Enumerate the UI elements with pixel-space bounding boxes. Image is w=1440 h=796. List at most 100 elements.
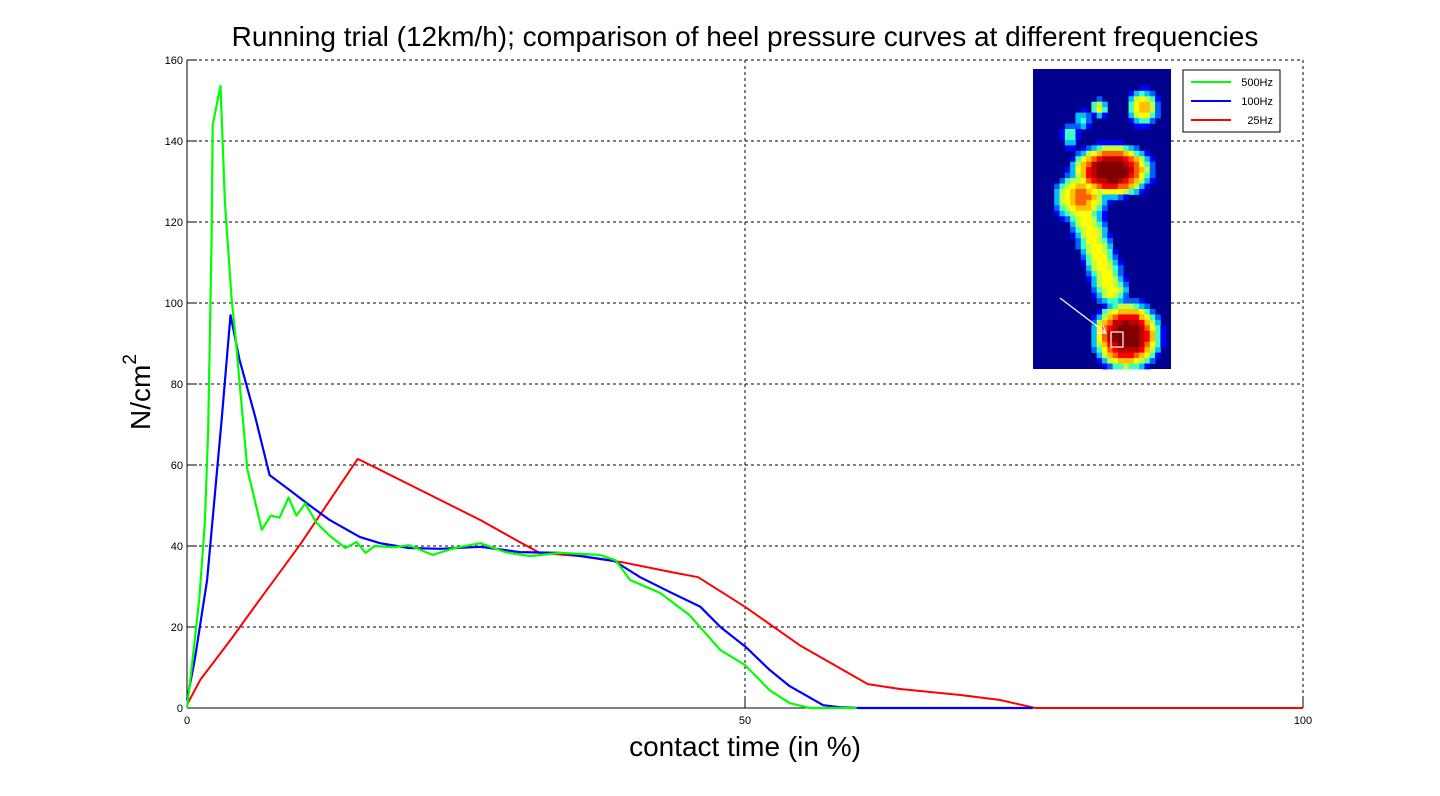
heatmap-cell: [1075, 221, 1082, 228]
heatmap-cell: [1070, 210, 1076, 217]
heatmap-cell: [1139, 101, 1145, 108]
heatmap-cell: [1096, 150, 1103, 157]
heatmap-cell: [1102, 221, 1108, 228]
heatmap-cell: [1096, 292, 1103, 299]
heatmap-cell: [1123, 330, 1129, 337]
heatmap-cell: [1117, 336, 1124, 343]
heatmap-cell: [1144, 167, 1151, 174]
heatmap-cell: [1139, 161, 1145, 168]
heatmap-cell: [1091, 183, 1098, 190]
heatmap-cell: [1117, 194, 1124, 201]
heatmap-cell: [1107, 156, 1114, 163]
heatmap-cell: [1075, 150, 1082, 157]
heatmap-cell: [1080, 249, 1087, 255]
heatmap-cell: [1123, 183, 1129, 190]
heatmap-cell: [1096, 145, 1103, 152]
heatmap-cell: [1139, 347, 1145, 354]
heatmap-cell: [1059, 216, 1066, 223]
heatmap-cell: [1112, 363, 1119, 370]
heatmap-cell: [1096, 199, 1103, 206]
heatmap-cell: [1075, 118, 1082, 124]
heatmap-cell: [1123, 194, 1129, 201]
heatmap-cell: [1096, 254, 1103, 261]
heatmap-cell: [1086, 199, 1092, 206]
heatmap-cell: [1117, 183, 1124, 190]
heatmap-cell: [1075, 243, 1082, 250]
heatmap-cell: [1144, 336, 1151, 343]
heatmap-cell: [1059, 199, 1066, 206]
series-line-100Hz: [185, 314, 1033, 710]
heatmap-cell: [1128, 90, 1135, 97]
heatmap-cell: [1107, 183, 1114, 190]
heatmap-cell: [1070, 167, 1076, 174]
heatmap-cell: [1128, 319, 1135, 326]
heatmap-cell: [1080, 254, 1087, 261]
heatmap-cell: [1128, 352, 1135, 359]
x-tick-label: 0: [184, 715, 190, 727]
heatmap-cell: [1123, 314, 1129, 321]
heatmap-cell: [1091, 270, 1098, 277]
heatmap-cell: [1064, 167, 1071, 174]
heatmap-cell: [1133, 167, 1140, 174]
heatmap-cell: [1096, 189, 1103, 195]
heatmap-cell: [1080, 232, 1087, 239]
heatmap-cell: [1149, 347, 1156, 354]
heatmap-cell: [1096, 232, 1103, 239]
heatmap-cell: [1144, 112, 1151, 119]
heatmap-cell: [1139, 183, 1145, 190]
heatmap-cell: [1075, 123, 1082, 130]
heatmap-cell: [1091, 156, 1098, 163]
heatmap-cell: [1139, 156, 1145, 163]
heatmap-cell: [1080, 156, 1087, 163]
heatmap-cell: [1128, 96, 1135, 103]
heatmap-cell: [1086, 183, 1092, 190]
y-tick-label: 0: [177, 703, 183, 715]
heatmap-cell: [1107, 199, 1114, 206]
heatmap-cell: [1107, 341, 1114, 348]
heatmap-cell: [1117, 172, 1124, 179]
heatmap-cell: [1096, 319, 1103, 326]
heatmap-cell: [1086, 150, 1092, 157]
heatmap-cell: [1080, 178, 1087, 184]
heatmap-cell: [1133, 309, 1140, 315]
heatmap-cell: [1091, 107, 1098, 114]
heatmap-cell: [1123, 276, 1129, 283]
heatmap-cell: [1102, 210, 1108, 217]
heatmap-cell: [1128, 183, 1135, 190]
heatmap-cell: [1102, 347, 1108, 354]
heatmap-cell: [1133, 156, 1140, 163]
heatmap-cell: [1112, 341, 1119, 348]
heatmap-cell: [1070, 129, 1076, 135]
heatmap-cell: [1075, 210, 1082, 217]
series-line-25Hz: [186, 457, 1303, 709]
heatmap-cell: [1070, 139, 1076, 146]
heatmap-cell: [1123, 309, 1129, 315]
heatmap-cell: [1107, 330, 1114, 337]
heatmap-cell: [1064, 145, 1071, 152]
heatmap-cell: [1102, 145, 1108, 152]
heatmap-cell: [1128, 314, 1135, 321]
heatmap-cell: [1133, 183, 1140, 190]
heatmap-cell: [1149, 172, 1156, 179]
heatmap-cell: [1096, 96, 1103, 103]
heatmap-cell: [1144, 150, 1151, 157]
arrow-icon: [1059, 297, 1107, 334]
heatmap-cell: [1117, 178, 1124, 184]
heatmap-cell: [1128, 189, 1135, 195]
heatmap-cell: [1133, 303, 1140, 310]
heatmap-cell: [1107, 292, 1114, 299]
heatmap-cell: [1144, 172, 1151, 179]
heatmap-cell: [1155, 330, 1161, 337]
heatmap-cell: [1155, 112, 1161, 119]
heatmap-cell: [1139, 112, 1145, 119]
heatmap-cell: [1075, 216, 1082, 223]
heatmap-cell: [1096, 270, 1103, 277]
heatmap-cell: [1149, 90, 1156, 97]
heatmap-cell: [1107, 178, 1114, 184]
heatmap-cell: [1096, 352, 1103, 359]
heatmap-cell: [1102, 112, 1108, 119]
heatmap-cell: [1096, 281, 1103, 288]
heatmap-cell: [1091, 199, 1098, 206]
heatmap-cell: [1149, 178, 1156, 184]
heatmap-cell: [1086, 118, 1092, 124]
